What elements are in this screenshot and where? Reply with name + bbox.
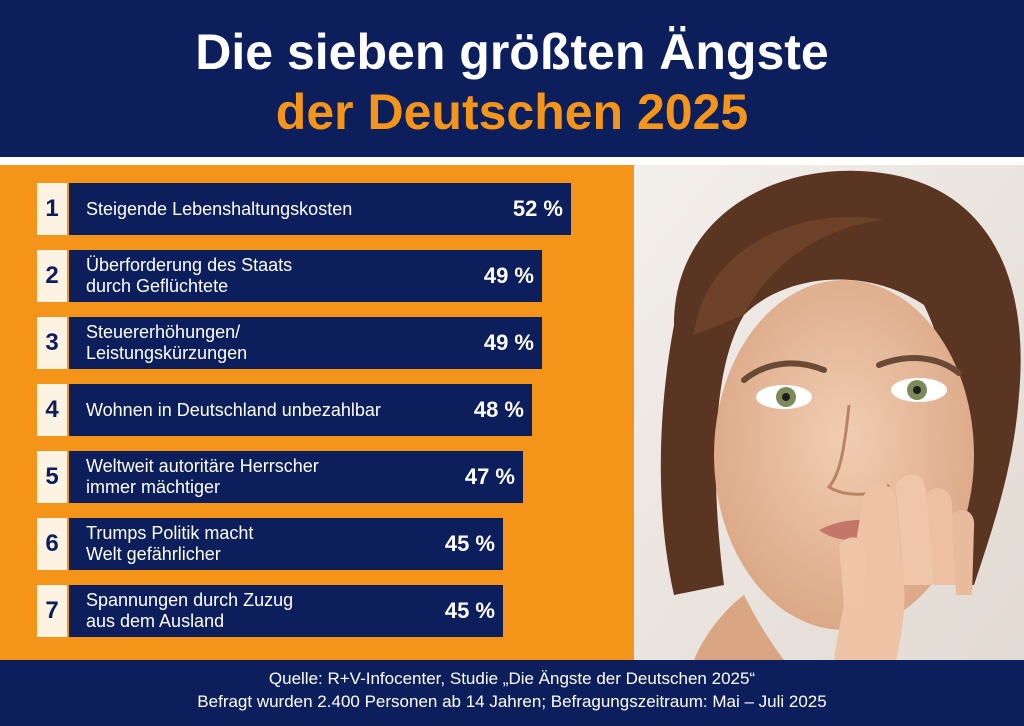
bar: Überforderung des Staats durch Geflüchte… — [69, 250, 542, 302]
bar-value-label: 49 % — [483, 330, 534, 355]
chart-panel: 1 Steigende Lebenshaltungskosten 52 % 2 Über… — [0, 165, 634, 660]
bar-label: Wohnen in Deutschland unbezahlbar — [86, 399, 381, 420]
rank-number: 6 — [37, 518, 67, 570]
rank-number: 7 — [37, 585, 67, 637]
bar-value-label: 48 % — [473, 397, 524, 422]
bar: Steuererhöhungen/ Leistungskürzungen 49 % — [69, 317, 542, 369]
rank-number: 3 — [37, 317, 67, 369]
bar: Trumps Politik macht Welt gefährlicher 45… — [69, 518, 503, 570]
bar: Steigende Lebenshaltungskosten 52 % — [69, 183, 571, 235]
bar-label: Steigende Lebenshaltungskosten — [86, 198, 353, 219]
source-line-2: Befragt wurden 2.400 Personen ab 14 Jahr… — [197, 692, 827, 711]
worried-woman-photo — [634, 165, 1024, 660]
header: Die sieben größten Ängste der Deutschen … — [0, 0, 1024, 157]
bar-value-label: 49 % — [483, 263, 534, 288]
bar-label: Weltweit autoritäre Herrscher immer mäch… — [86, 456, 319, 497]
bar-label: Trumps Politik macht Welt gefährlicher — [86, 523, 254, 564]
bar: Spannungen durch Zuzug aus dem Ausland 45… — [69, 585, 503, 637]
rank-number: 5 — [37, 451, 67, 503]
rank-number: 4 — [37, 384, 67, 436]
title-line-2: der Deutschen 2025 — [275, 84, 749, 140]
bar-value-label: 52 % — [512, 196, 563, 221]
rank-number: 2 — [37, 250, 67, 302]
rank-number: 1 — [37, 183, 67, 235]
bar-label: Steuererhöhungen/ Leistungskürzungen — [86, 322, 248, 363]
bar-value-label: 47 % — [464, 464, 515, 489]
source-line-1: Quelle: R+V-Infocenter, Studie „Die Ängs… — [268, 669, 756, 688]
bar-label: Überforderung des Staats durch Geflüchte… — [86, 255, 293, 296]
bar-label: Spannungen durch Zuzug aus dem Ausland — [86, 590, 294, 631]
title-line-1: Die sieben größten Ängste — [195, 24, 829, 80]
footer: Quelle: R+V-Infocenter, Studie „Die Ängs… — [0, 660, 1024, 726]
woman-portrait-illustration — [634, 165, 1024, 660]
bar-value-label: 45 % — [444, 531, 495, 556]
bar: Weltweit autoritäre Herrscher immer mäch… — [69, 451, 523, 503]
bar: Wohnen in Deutschland unbezahlbar 48 % — [69, 384, 532, 436]
bar-value-label: 45 % — [444, 598, 495, 623]
